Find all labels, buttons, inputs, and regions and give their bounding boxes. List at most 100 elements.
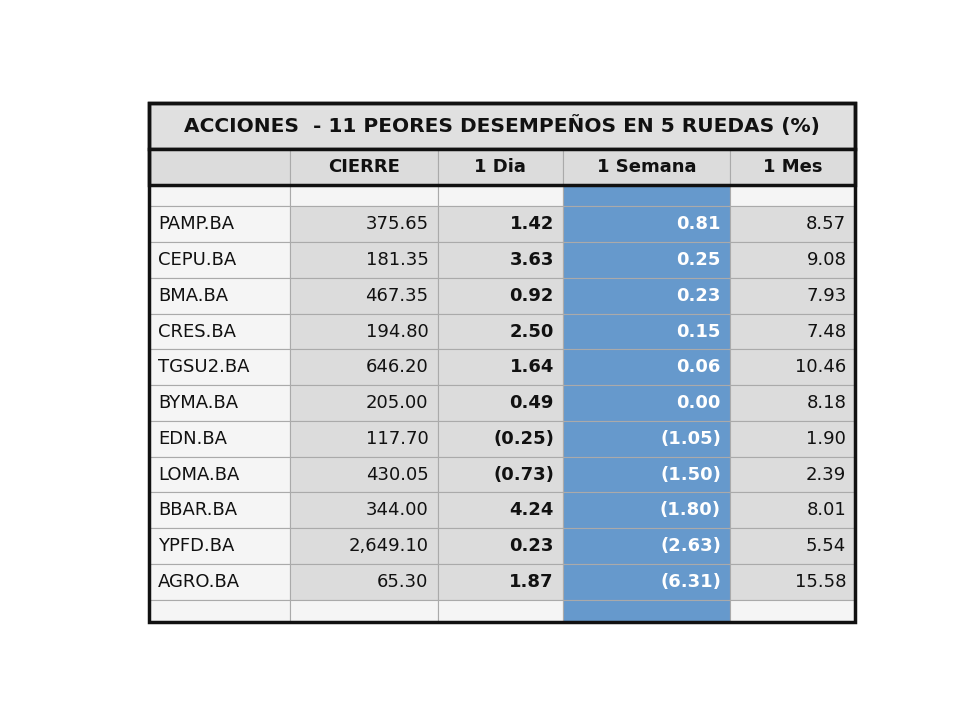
Text: 0.06: 0.06 bbox=[676, 358, 721, 376]
Bar bbox=[290, 528, 438, 564]
Text: 205.00: 205.00 bbox=[367, 394, 428, 412]
Bar bbox=[149, 457, 290, 493]
Bar bbox=[290, 184, 438, 206]
Bar bbox=[730, 457, 856, 493]
Bar bbox=[438, 421, 563, 457]
Text: 0.15: 0.15 bbox=[676, 323, 721, 341]
Bar bbox=[730, 242, 856, 278]
Bar bbox=[149, 600, 290, 622]
Bar bbox=[149, 528, 290, 564]
Text: 0.25: 0.25 bbox=[676, 251, 721, 269]
Text: (1.80): (1.80) bbox=[660, 501, 721, 519]
Bar bbox=[563, 564, 730, 600]
Text: 646.20: 646.20 bbox=[366, 358, 428, 376]
Text: BMA.BA: BMA.BA bbox=[158, 287, 228, 305]
Bar bbox=[563, 313, 730, 349]
Text: PAMP.BA: PAMP.BA bbox=[158, 215, 234, 233]
Bar bbox=[563, 600, 730, 622]
Text: 194.80: 194.80 bbox=[366, 323, 428, 341]
Text: (0.25): (0.25) bbox=[493, 430, 554, 448]
Bar bbox=[149, 103, 856, 149]
Bar bbox=[149, 242, 290, 278]
Text: 1 Semana: 1 Semana bbox=[597, 158, 697, 176]
Text: TGSU2.BA: TGSU2.BA bbox=[158, 358, 250, 376]
Bar bbox=[730, 206, 856, 242]
Bar bbox=[149, 421, 290, 457]
Bar bbox=[563, 421, 730, 457]
Text: 0.81: 0.81 bbox=[676, 215, 721, 233]
Bar bbox=[563, 528, 730, 564]
Text: 2,649.10: 2,649.10 bbox=[349, 537, 428, 555]
Bar bbox=[290, 149, 438, 184]
Bar bbox=[290, 600, 438, 622]
Bar bbox=[563, 278, 730, 313]
Text: 7.93: 7.93 bbox=[807, 287, 847, 305]
Text: 65.30: 65.30 bbox=[377, 573, 428, 591]
Text: (1.50): (1.50) bbox=[661, 465, 721, 483]
Bar bbox=[438, 206, 563, 242]
Text: 1 Dia: 1 Dia bbox=[474, 158, 526, 176]
Bar bbox=[438, 528, 563, 564]
Text: 15.58: 15.58 bbox=[795, 573, 847, 591]
Bar bbox=[730, 385, 856, 421]
Text: 2.39: 2.39 bbox=[807, 465, 847, 483]
Bar bbox=[290, 457, 438, 493]
Text: 117.70: 117.70 bbox=[366, 430, 428, 448]
Bar bbox=[730, 564, 856, 600]
Text: 0.92: 0.92 bbox=[510, 287, 554, 305]
Bar bbox=[149, 564, 290, 600]
Bar bbox=[730, 149, 856, 184]
Bar bbox=[563, 349, 730, 385]
Bar bbox=[563, 184, 730, 206]
Bar bbox=[563, 149, 730, 184]
Text: 8.18: 8.18 bbox=[807, 394, 847, 412]
Bar bbox=[290, 421, 438, 457]
Text: (0.73): (0.73) bbox=[493, 465, 554, 483]
Bar bbox=[563, 493, 730, 528]
Bar bbox=[438, 313, 563, 349]
Text: 9.08: 9.08 bbox=[807, 251, 847, 269]
Text: (6.31): (6.31) bbox=[661, 573, 721, 591]
Bar bbox=[438, 493, 563, 528]
Bar bbox=[730, 278, 856, 313]
Bar bbox=[563, 385, 730, 421]
Text: 0.23: 0.23 bbox=[510, 537, 554, 555]
Text: 5.54: 5.54 bbox=[807, 537, 847, 555]
Text: 0.00: 0.00 bbox=[676, 394, 721, 412]
Text: 375.65: 375.65 bbox=[366, 215, 428, 233]
Text: 1.64: 1.64 bbox=[510, 358, 554, 376]
Bar bbox=[290, 385, 438, 421]
Text: 8.01: 8.01 bbox=[807, 501, 847, 519]
Text: CIERRE: CIERRE bbox=[327, 158, 400, 176]
Text: ACCIONES  - 11 PEORES DESEMPEÑOS EN 5 RUEDAS (%): ACCIONES - 11 PEORES DESEMPEÑOS EN 5 RUE… bbox=[184, 115, 820, 136]
Text: 430.05: 430.05 bbox=[366, 465, 428, 483]
Text: 1.42: 1.42 bbox=[510, 215, 554, 233]
Bar bbox=[290, 349, 438, 385]
Text: 3.63: 3.63 bbox=[510, 251, 554, 269]
Text: CEPU.BA: CEPU.BA bbox=[158, 251, 236, 269]
Text: YPFD.BA: YPFD.BA bbox=[158, 537, 234, 555]
Bar bbox=[438, 600, 563, 622]
Bar bbox=[290, 242, 438, 278]
Bar bbox=[290, 493, 438, 528]
Text: (2.63): (2.63) bbox=[661, 537, 721, 555]
Text: AGRO.BA: AGRO.BA bbox=[158, 573, 240, 591]
Bar bbox=[149, 184, 290, 206]
Text: BYMA.BA: BYMA.BA bbox=[158, 394, 238, 412]
Bar bbox=[149, 493, 290, 528]
Bar bbox=[438, 184, 563, 206]
Bar bbox=[730, 600, 856, 622]
Bar bbox=[730, 313, 856, 349]
Text: 4.24: 4.24 bbox=[510, 501, 554, 519]
Bar bbox=[563, 242, 730, 278]
Text: 2.50: 2.50 bbox=[510, 323, 554, 341]
Bar bbox=[438, 385, 563, 421]
Bar bbox=[149, 385, 290, 421]
Bar bbox=[149, 278, 290, 313]
Bar bbox=[730, 184, 856, 206]
Bar bbox=[730, 349, 856, 385]
Text: 181.35: 181.35 bbox=[366, 251, 428, 269]
Text: 8.57: 8.57 bbox=[807, 215, 847, 233]
Text: CRES.BA: CRES.BA bbox=[158, 323, 236, 341]
Bar bbox=[730, 528, 856, 564]
